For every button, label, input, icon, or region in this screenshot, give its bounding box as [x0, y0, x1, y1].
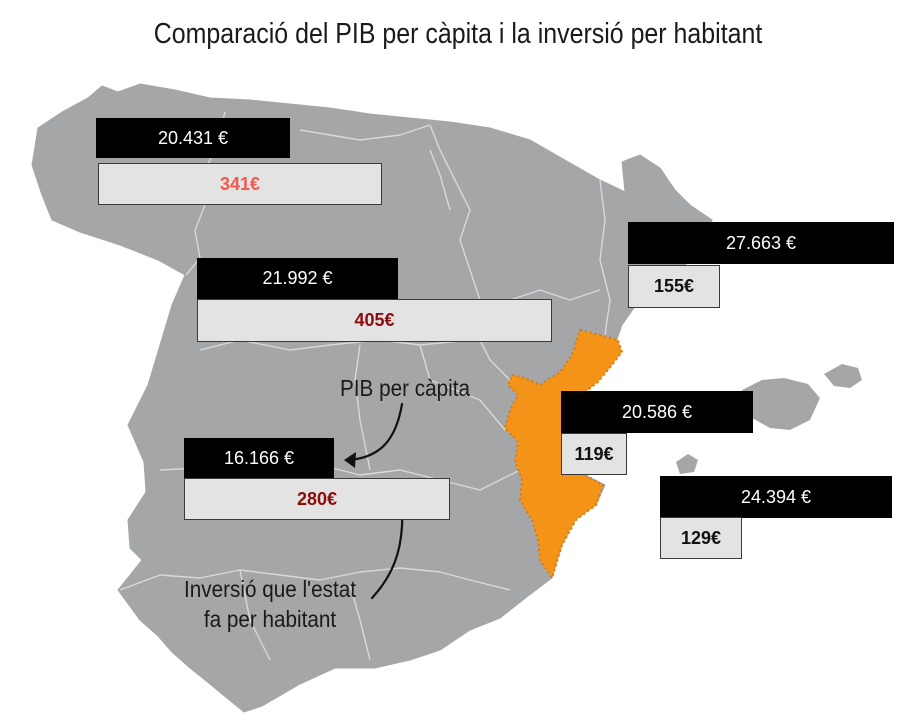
menorca-shape — [824, 364, 862, 388]
investment-box-catalunya: 155€ — [628, 265, 720, 308]
gdp-box-valencia: 20.586 € — [561, 391, 753, 433]
gdp-box-catalunya: 27.663 € — [628, 222, 894, 264]
region-borders — [119, 111, 611, 661]
investment-box-castilla-leon: 405€ — [197, 299, 552, 342]
page-title: Comparació del PIB per càpita i la inver… — [153, 18, 763, 50]
gdp-box-castilla-leon: 21.992 € — [197, 258, 398, 299]
investment-box-galicia: 341€ — [98, 163, 382, 205]
investment-annotation-line1: Inversió que l'estat — [184, 576, 356, 602]
ibiza-shape — [676, 454, 698, 474]
gdp-box-balears: 24.394 € — [660, 476, 892, 518]
gdp-arrow-head — [344, 452, 356, 468]
investment-box-balears: 129€ — [660, 517, 742, 559]
investment-box-valencia: 119€ — [561, 433, 627, 475]
gdp-arrow — [346, 402, 404, 462]
gdp-box-galicia: 20.431 € — [96, 118, 290, 158]
balearic-islands — [676, 364, 862, 493]
investment-box-castilla-la-mancha: 280€ — [184, 478, 450, 520]
investment-annotation-line2: fa per habitant — [203, 606, 337, 632]
gdp-box-castilla-la-mancha: 16.166 € — [184, 438, 334, 478]
gdp-annotation-label: PIB per càpita — [339, 375, 471, 401]
mallorca-shape — [742, 378, 820, 430]
